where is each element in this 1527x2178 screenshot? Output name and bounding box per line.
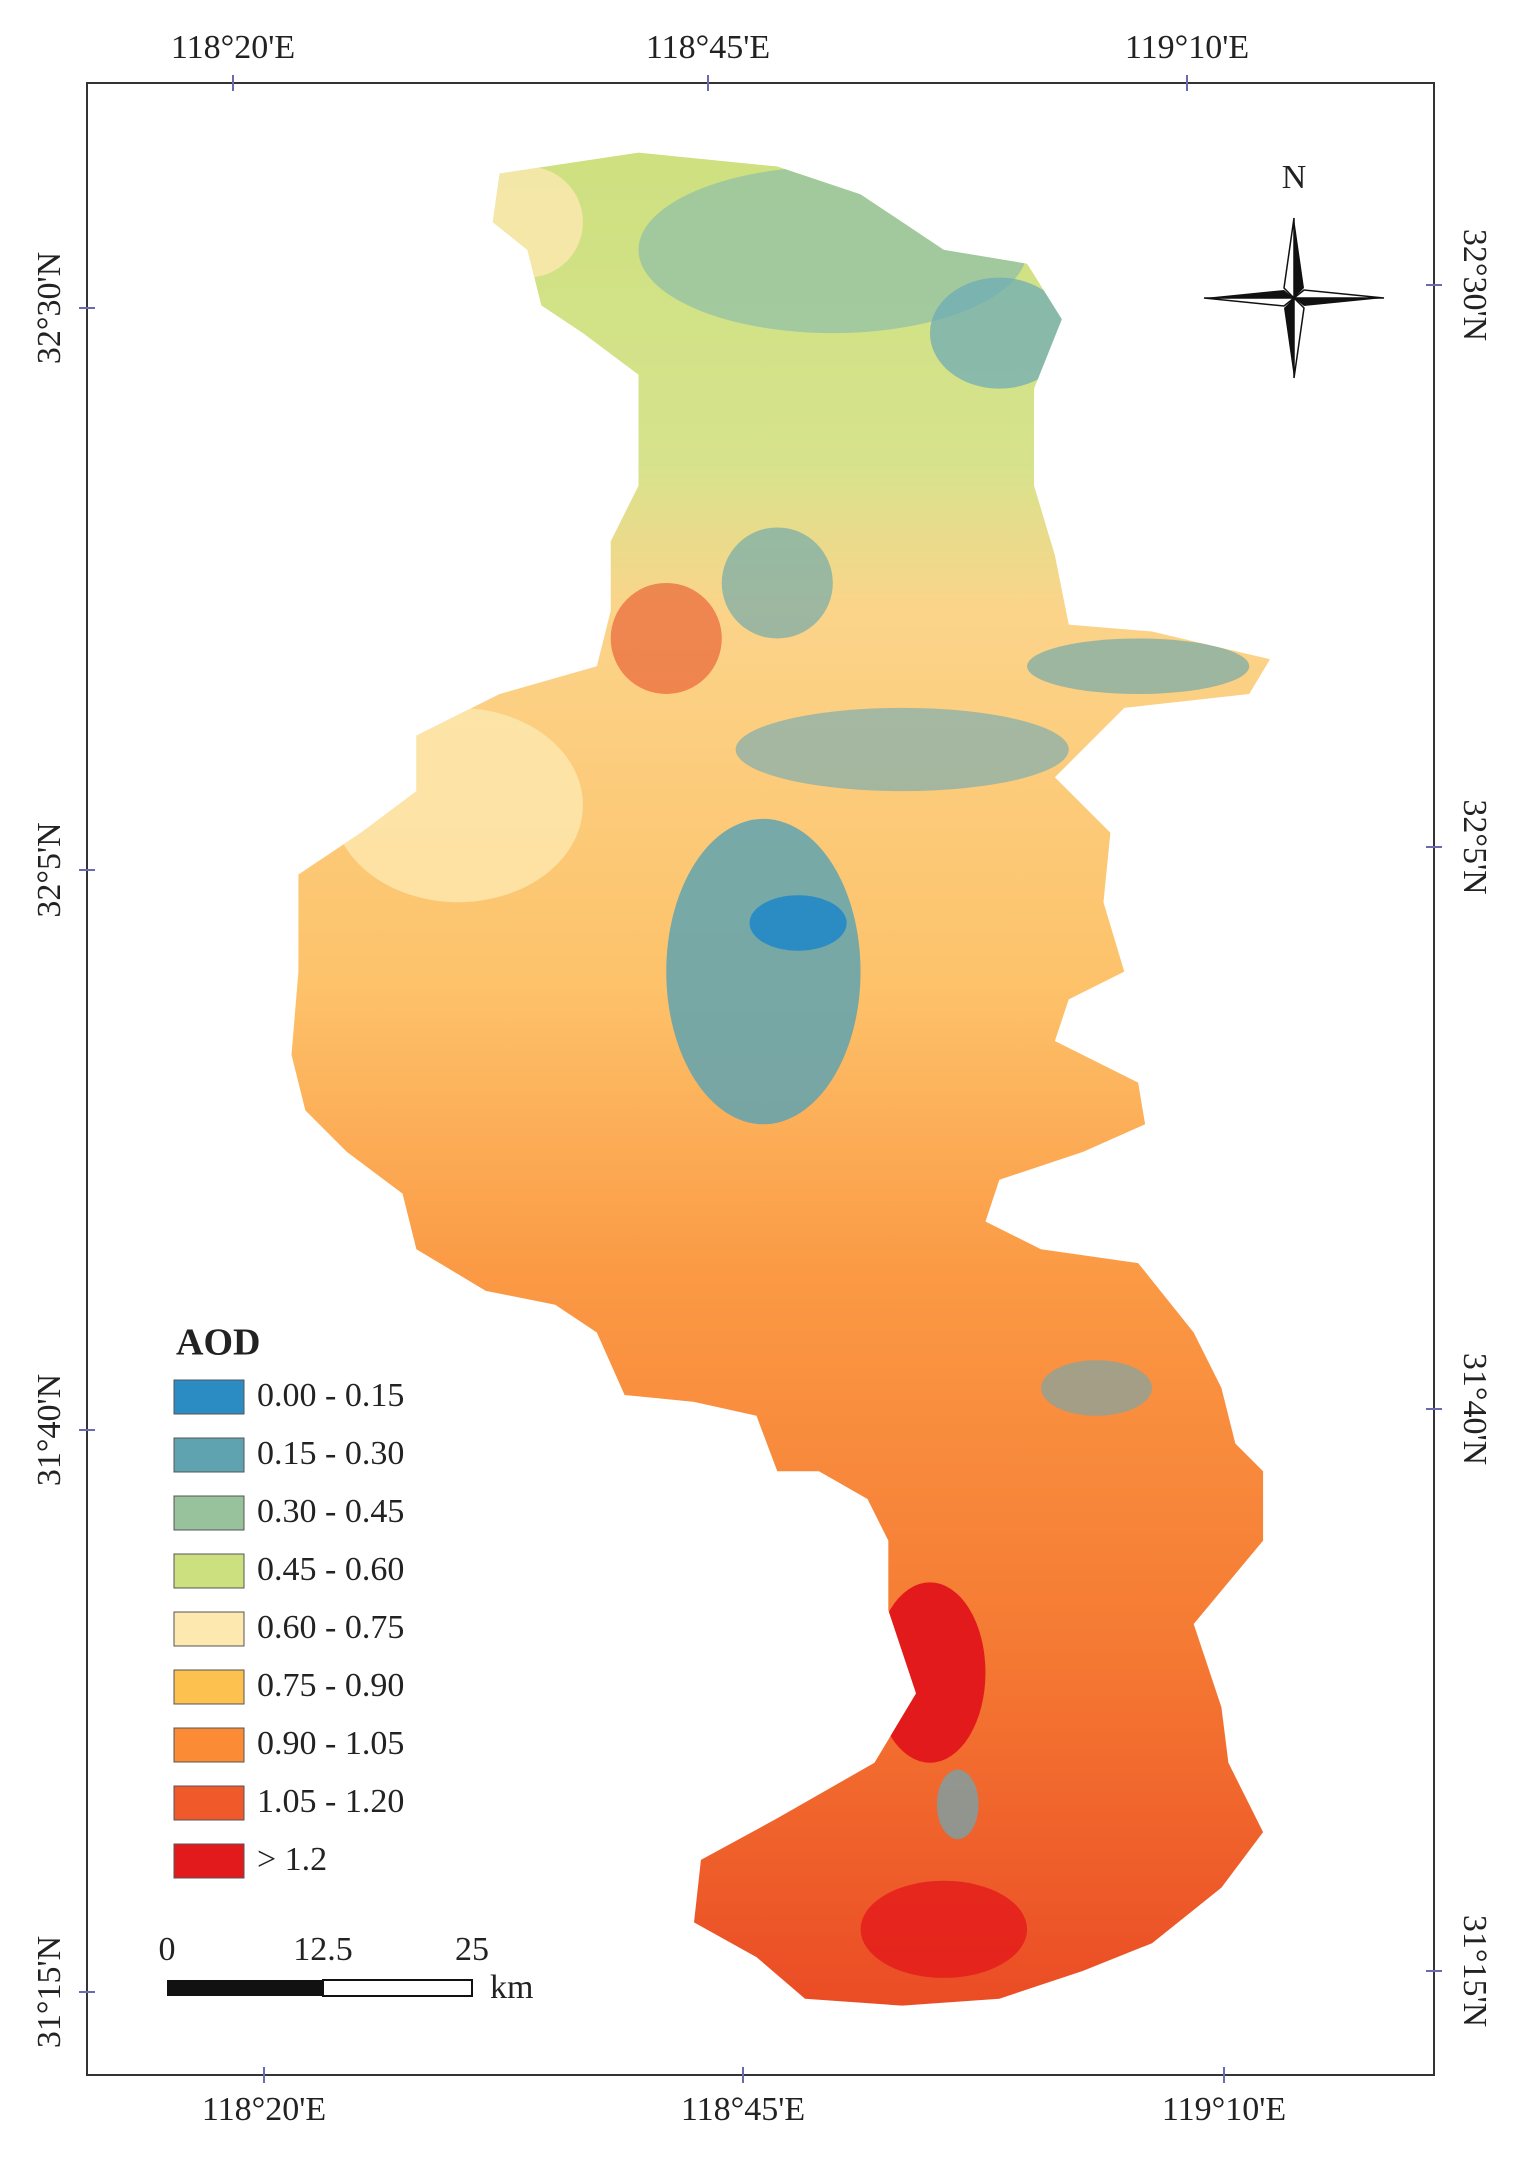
right-coordinate-label: 32°5'N xyxy=(1456,799,1493,894)
legend-label: 0.45 - 0.60 xyxy=(257,1551,404,1588)
legend-swatch xyxy=(173,1379,245,1415)
scale-unit: km xyxy=(490,1969,533,2006)
legend-label: 0.30 - 0.45 xyxy=(257,1493,404,1530)
right-coordinate-label: 31°15'N xyxy=(1456,1915,1493,2027)
right-coordinate-label: 32°30'N xyxy=(1456,229,1493,341)
legend-label: > 1.2 xyxy=(257,1841,327,1878)
aod-raster xyxy=(291,152,1271,2006)
bottom-coordinate-label: 119°10'E xyxy=(1162,2091,1286,2128)
top-coordinate-label: 118°45'E xyxy=(646,29,770,66)
legend-label: 0.90 - 1.05 xyxy=(257,1725,404,1762)
legend-swatch xyxy=(173,1785,245,1821)
right-coordinate-label: 31°40'N xyxy=(1456,1353,1493,1465)
north-label: N xyxy=(1282,159,1307,196)
left-coordinate-label: 31°15'N xyxy=(31,1936,68,2048)
legend-swatch xyxy=(173,1437,245,1473)
left-coordinate-label: 32°30'N xyxy=(31,252,68,364)
legend-label: 0.75 - 0.90 xyxy=(257,1667,404,1704)
top-coordinate-label: 119°10'E xyxy=(1125,29,1249,66)
scale-label: 12.5 xyxy=(293,1931,353,1968)
legend-swatch xyxy=(173,1553,245,1589)
left-coordinate-label: 32°5'N xyxy=(31,822,68,917)
scale-label: 0 xyxy=(159,1931,176,1968)
legend-swatch xyxy=(173,1843,245,1879)
north-arrow xyxy=(1203,217,1385,379)
legend-swatch xyxy=(173,1495,245,1531)
scale-bar xyxy=(167,1979,473,1997)
bottom-coordinate-label: 118°20'E xyxy=(202,2091,326,2128)
left-coordinate-label: 31°40'N xyxy=(31,1374,68,1486)
legend-swatch xyxy=(173,1669,245,1705)
legend-swatch xyxy=(173,1611,245,1647)
legend-label: 0.60 - 0.75 xyxy=(257,1609,404,1646)
legend-title: AOD xyxy=(176,1322,260,1364)
scale-label: 25 xyxy=(455,1931,489,1968)
legend-swatch xyxy=(173,1727,245,1763)
legend-label: 0.00 - 0.15 xyxy=(257,1377,404,1414)
bottom-coordinate-label: 118°45'E xyxy=(681,2091,805,2128)
legend-label: 1.05 - 1.20 xyxy=(257,1783,404,1820)
legend-label: 0.15 - 0.30 xyxy=(257,1435,404,1472)
map-frame xyxy=(86,82,1435,2076)
top-coordinate-label: 118°20'E xyxy=(171,29,295,66)
